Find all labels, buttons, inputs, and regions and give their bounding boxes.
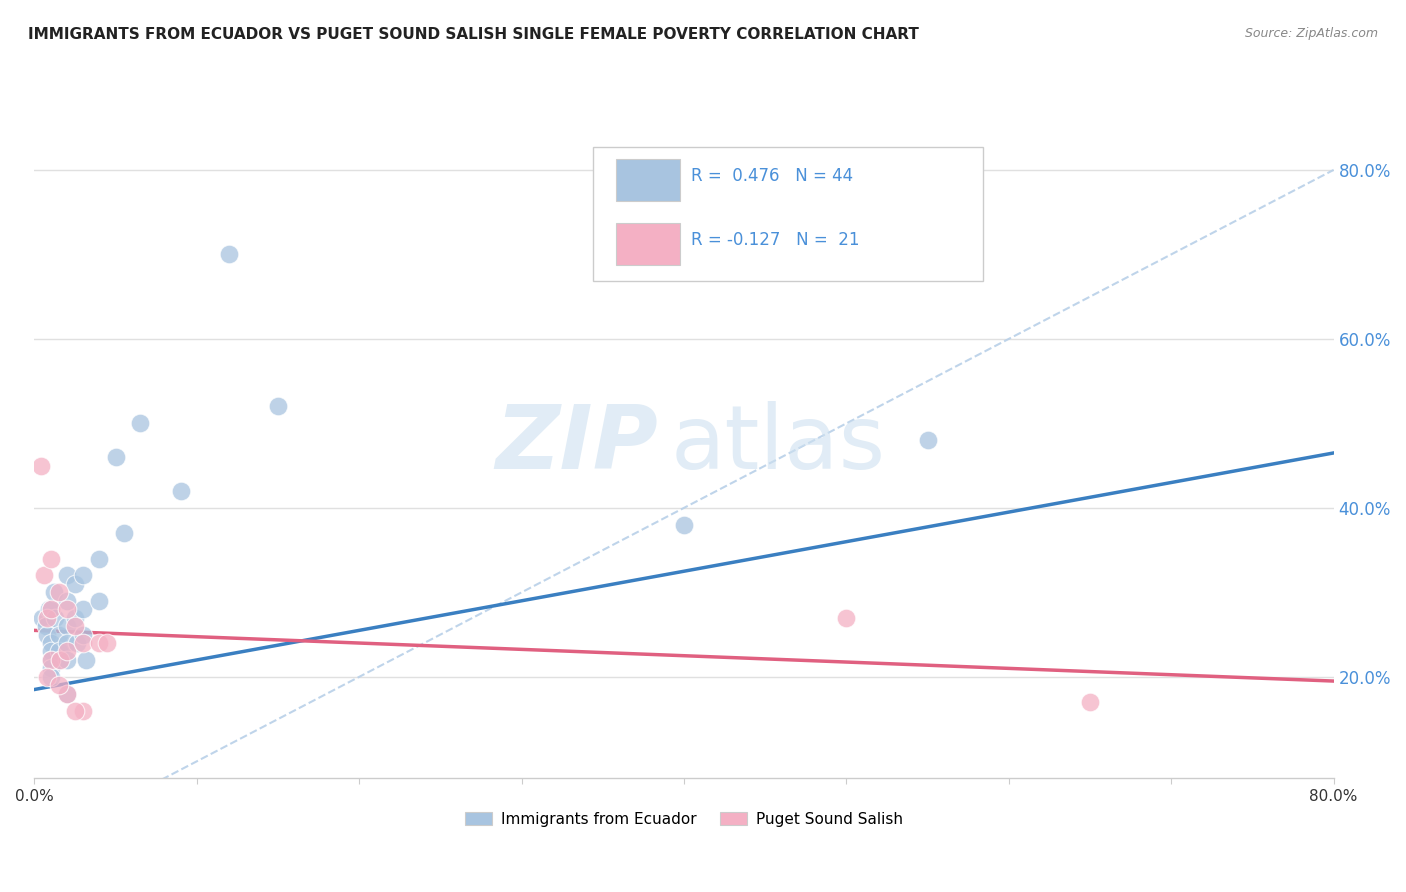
Point — [267, 400, 290, 414]
Point — [917, 434, 939, 448]
Point — [218, 247, 240, 261]
Point — [37, 670, 59, 684]
Point — [112, 526, 135, 541]
FancyBboxPatch shape — [616, 223, 681, 265]
Text: R = -0.127   N =  21: R = -0.127 N = 21 — [690, 231, 859, 249]
Point — [48, 627, 70, 641]
Point — [48, 585, 70, 599]
Point — [49, 653, 72, 667]
Legend: Immigrants from Ecuador, Puget Sound Salish: Immigrants from Ecuador, Puget Sound Sal… — [457, 804, 911, 834]
Point — [35, 619, 58, 633]
Point — [39, 653, 62, 667]
Point — [56, 619, 79, 633]
Point — [39, 551, 62, 566]
Text: ZIP: ZIP — [495, 401, 658, 488]
Point — [56, 594, 79, 608]
FancyBboxPatch shape — [593, 146, 983, 282]
Point — [38, 602, 60, 616]
Point — [42, 585, 65, 599]
Point — [835, 610, 858, 624]
Point — [72, 568, 94, 582]
Point — [56, 687, 79, 701]
Point — [129, 417, 152, 431]
Point — [56, 636, 79, 650]
Point — [37, 610, 59, 624]
Point — [672, 517, 695, 532]
Text: IMMIGRANTS FROM ECUADOR VS PUGET SOUND SALISH SINGLE FEMALE POVERTY CORRELATION : IMMIGRANTS FROM ECUADOR VS PUGET SOUND S… — [28, 27, 920, 42]
Point — [39, 644, 62, 658]
Point — [37, 627, 59, 641]
Point — [48, 678, 70, 692]
Point — [169, 483, 191, 498]
Point — [72, 627, 94, 641]
Point — [30, 458, 52, 473]
Point — [89, 594, 111, 608]
Point — [63, 610, 86, 624]
Point — [39, 661, 62, 675]
Text: R =  0.476   N = 44: R = 0.476 N = 44 — [690, 168, 852, 186]
Point — [31, 610, 53, 624]
Point — [63, 577, 86, 591]
Point — [39, 636, 62, 650]
Text: atlas: atlas — [671, 401, 886, 488]
Point — [72, 704, 94, 718]
Point — [96, 636, 118, 650]
Point — [56, 568, 79, 582]
Point — [75, 653, 97, 667]
Point — [65, 636, 87, 650]
Point — [63, 704, 86, 718]
Point — [39, 670, 62, 684]
Point — [48, 644, 70, 658]
Point — [56, 602, 79, 616]
Point — [56, 687, 79, 701]
Point — [72, 602, 94, 616]
Point — [1078, 695, 1101, 709]
Point — [89, 636, 111, 650]
Point — [89, 551, 111, 566]
Point — [56, 653, 79, 667]
Point — [49, 653, 72, 667]
Point — [39, 602, 62, 616]
Point — [44, 610, 66, 624]
Point — [104, 450, 127, 465]
Point — [72, 636, 94, 650]
Y-axis label: Single Female Poverty: Single Female Poverty — [0, 338, 7, 508]
Point — [32, 568, 55, 582]
Point — [63, 619, 86, 633]
FancyBboxPatch shape — [616, 160, 681, 202]
Point — [39, 602, 62, 616]
Point — [39, 653, 62, 667]
Text: Source: ZipAtlas.com: Source: ZipAtlas.com — [1244, 27, 1378, 40]
Point — [56, 644, 79, 658]
